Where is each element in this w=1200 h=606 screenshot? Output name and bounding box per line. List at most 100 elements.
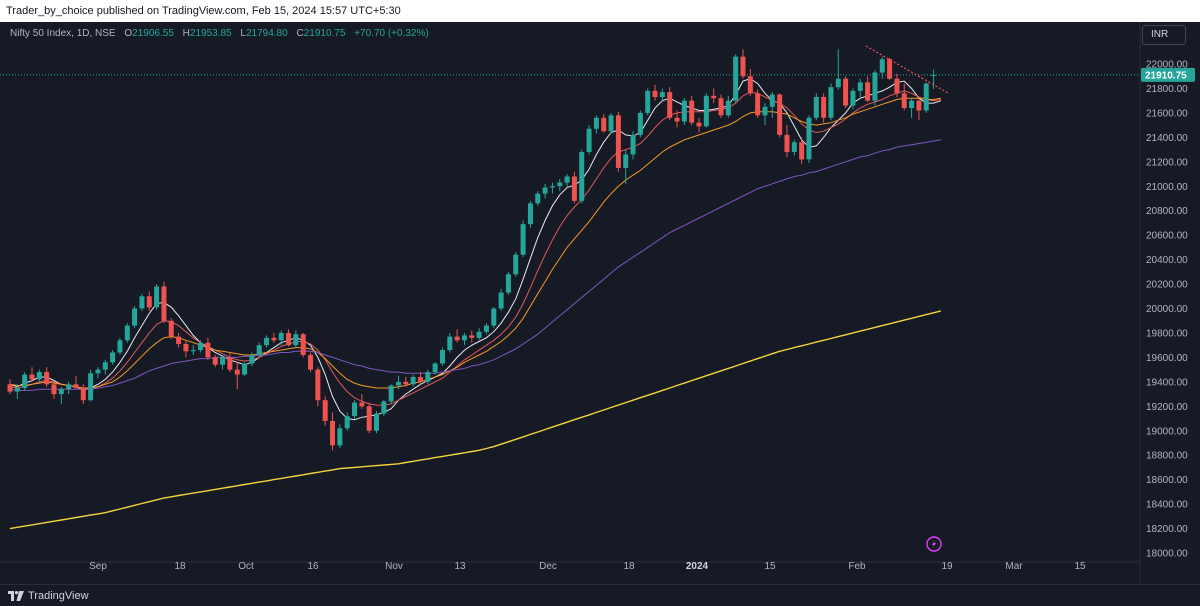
high-value: 21953.85 (189, 28, 232, 39)
candle-body (183, 343, 189, 352)
candle-body (322, 400, 328, 421)
price-tick-label: 20400.00 (1146, 255, 1188, 266)
candle-body (689, 100, 695, 123)
candle-body (755, 93, 761, 116)
candle-body (718, 98, 724, 116)
ma-line-yellow (9, 310, 942, 530)
candle-body (615, 115, 621, 168)
candle-body (623, 154, 629, 168)
time-tick-label: 15 (764, 561, 776, 572)
candle-body (586, 128, 592, 153)
candle-body (220, 357, 226, 365)
candle-body (630, 134, 636, 155)
svg-text:21910.75: 21910.75 (1145, 70, 1187, 81)
symbol-legend: Nifty 50 Index, 1D, NSE O21906.55 H21953… (10, 28, 429, 39)
ma-line-white (9, 78, 942, 421)
candle-body (916, 100, 922, 111)
candle-body (300, 334, 306, 355)
time-tick-label: 15 (1074, 561, 1086, 572)
price-tick-label: 20200.00 (1146, 280, 1188, 291)
ma-line-orange (9, 97, 941, 389)
time-tick-label: Feb (848, 561, 866, 572)
candle-body (249, 354, 255, 364)
last-price-label: 21910.75 (1141, 67, 1195, 82)
candle-body (461, 335, 467, 341)
candle-body (205, 342, 211, 358)
brand-name: TradingView (28, 589, 89, 602)
candle-body (549, 186, 555, 188)
candle-body (359, 402, 365, 407)
time-axis[interactable]: Sep 18 Oct 16 Nov 13 Dec 18 2024 15 Feb 19 Mar 15 (89, 561, 1086, 572)
price-tick-label: 18000.00 (1146, 549, 1188, 560)
ma-line-red (9, 90, 941, 406)
published-info-bar: Trader_by_choice published on TradingVie… (0, 0, 1200, 22)
flash-icon[interactable] (926, 536, 942, 552)
candle-body (813, 97, 819, 118)
candle-body (286, 332, 292, 346)
candle-body (161, 286, 167, 321)
time-tick-label: 16 (307, 561, 319, 572)
candle-body (425, 372, 431, 382)
price-tick-label: 21400.00 (1146, 133, 1188, 144)
candle-body (278, 332, 284, 341)
candle-body (711, 95, 717, 99)
candle-body (344, 416, 350, 429)
candle-body (579, 152, 585, 201)
change-value: +70.70 (+0.32%) (354, 28, 429, 39)
candle-body (733, 56, 739, 101)
chart-area[interactable]: 18000.00 18200.00 18400.00 18600.00 18800.00… (0, 22, 1200, 584)
open-value: 21906.55 (132, 28, 174, 39)
candle-body (117, 340, 123, 353)
candle-body (762, 106, 768, 116)
price-tick-label: 22000.00 (1146, 60, 1188, 71)
candle-body (293, 334, 299, 346)
symbol-name: Nifty 50 Index, 1D, NSE (10, 28, 116, 39)
price-chart[interactable]: 18000.00 18200.00 18400.00 18600.00 18800.00… (0, 22, 1200, 584)
price-tick-label: 18400.00 (1146, 500, 1188, 511)
price-tick-label: 21200.00 (1146, 157, 1188, 168)
price-tick-label: 20000.00 (1146, 304, 1188, 315)
candle-body (923, 83, 929, 111)
candle-body (212, 357, 218, 365)
candle-body (146, 296, 152, 308)
candle-body (887, 59, 893, 79)
candle-body (681, 100, 687, 122)
candle-body (14, 387, 20, 392)
candle-body (652, 90, 658, 98)
price-tick-label: 21800.00 (1146, 84, 1188, 95)
candle-body (154, 286, 160, 308)
candle-body (476, 331, 482, 338)
candle-body (806, 117, 812, 160)
candle-body (7, 384, 13, 392)
candle-body (469, 335, 475, 338)
candle-body (29, 374, 35, 380)
time-tick-label: Oct (238, 561, 254, 572)
candle-body (417, 376, 423, 382)
low-value: 21794.80 (245, 28, 288, 39)
candle-body (352, 402, 358, 417)
candle-body (505, 274, 511, 293)
open-key: O (124, 28, 133, 39)
candle-body (821, 97, 827, 118)
price-axis[interactable]: 18000.00 18200.00 18400.00 18600.00 18800.00… (1146, 60, 1188, 560)
time-tick-label: Mar (1005, 561, 1023, 572)
candle-body (931, 74, 937, 76)
candle-body (242, 363, 248, 375)
candle-body (337, 428, 343, 446)
candle-body (73, 384, 79, 388)
candle-body (593, 117, 599, 129)
time-tick-label: Nov (385, 561, 403, 572)
candle-body (264, 337, 270, 346)
candle-body (542, 187, 548, 194)
price-tick-label: 19800.00 (1146, 328, 1188, 339)
trendline[interactable] (865, 45, 949, 94)
candle-body (88, 373, 94, 401)
currency-button[interactable]: INR (1142, 25, 1186, 45)
price-tick-label: 20600.00 (1146, 231, 1188, 242)
candle-body (58, 389, 64, 395)
candle-body (909, 100, 915, 109)
candle-body (44, 372, 50, 385)
candle-body (330, 420, 336, 446)
candle-body (381, 401, 387, 414)
candle-body (124, 325, 130, 341)
